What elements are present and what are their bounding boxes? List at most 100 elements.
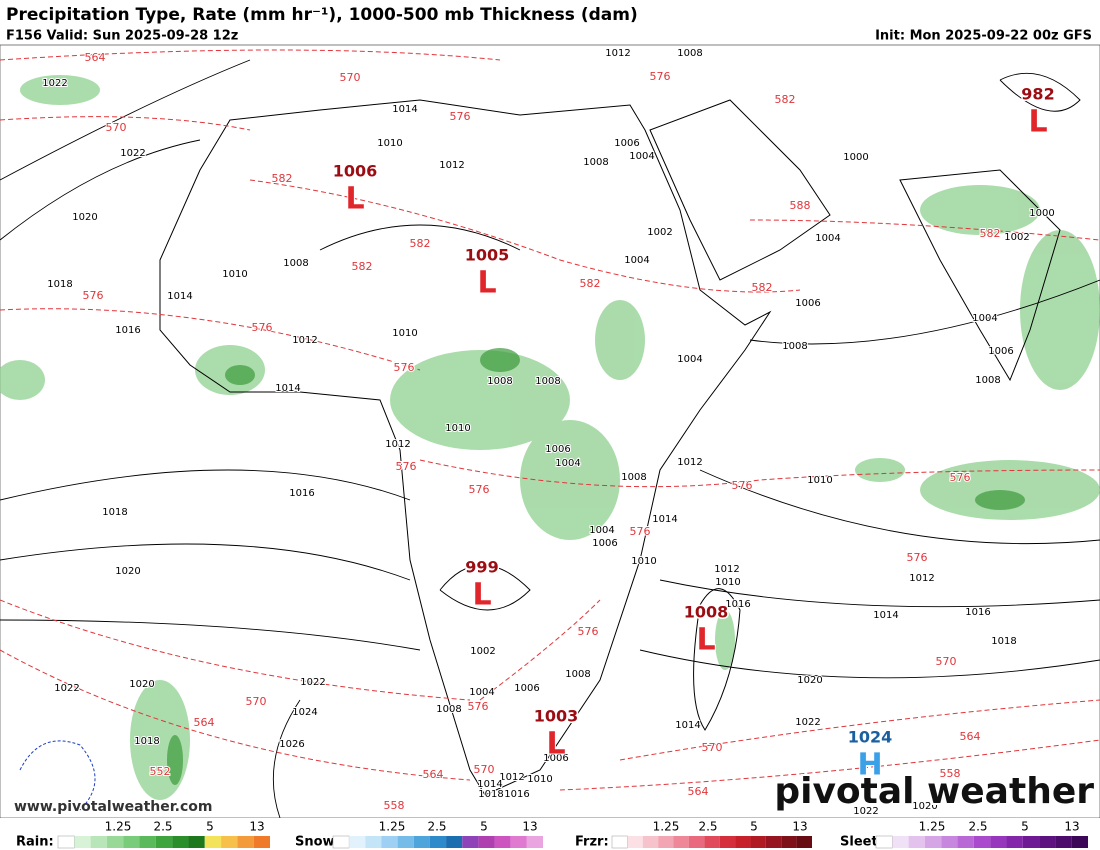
legend-tick: 1.25 bbox=[105, 820, 132, 834]
pressure-symbol: L bbox=[345, 182, 364, 217]
watermark: www.pivotalweather.com bbox=[14, 799, 213, 815]
isobar-label: 1002 bbox=[1004, 232, 1029, 243]
legend-swatch bbox=[704, 836, 720, 848]
legend-swatch bbox=[781, 836, 797, 848]
pressure-symbol: L bbox=[1028, 105, 1047, 140]
legend-swatch bbox=[123, 836, 140, 848]
legend-tick: 1.25 bbox=[919, 820, 946, 834]
pressure-symbol: L bbox=[477, 266, 496, 301]
thickness-label: 576 bbox=[468, 700, 489, 713]
thickness-label: 576 bbox=[83, 289, 104, 302]
thickness-label: 570 bbox=[936, 655, 957, 668]
isobar-label: 1012 bbox=[714, 564, 739, 575]
pressure-symbol: L bbox=[696, 623, 715, 658]
legend-swatch bbox=[413, 836, 430, 848]
thickness-label: 570 bbox=[702, 741, 723, 754]
isobar-label: 1018 bbox=[47, 279, 72, 290]
thickness-label: 582 bbox=[410, 237, 431, 250]
pressure-value: 982 bbox=[1021, 85, 1054, 104]
precip-areas bbox=[0, 75, 1100, 800]
isobar-label: 1020 bbox=[72, 212, 97, 223]
legend-swatch bbox=[188, 836, 205, 848]
thickness-label: 576 bbox=[394, 361, 415, 374]
isobar-label: 1014 bbox=[477, 779, 502, 790]
isobar-label: 1020 bbox=[912, 801, 937, 812]
title: Precipitation Type, Rate (mm hr⁻¹), 1000… bbox=[6, 5, 638, 25]
thickness-label: 582 bbox=[752, 281, 773, 294]
legend-swatch bbox=[74, 836, 91, 848]
isobar-label: 1006 bbox=[545, 444, 570, 455]
isobar-label: 1012 bbox=[677, 457, 702, 468]
thickness-label: 564 bbox=[194, 716, 215, 729]
legend-tick: 13 bbox=[249, 820, 264, 834]
legend-swatch bbox=[526, 836, 543, 848]
legend-swatch bbox=[892, 836, 909, 848]
isobar-label: 1010 bbox=[631, 556, 656, 567]
isobar-label: 1026 bbox=[279, 739, 304, 750]
isobar-label: 1006 bbox=[592, 538, 617, 549]
legend-swatch bbox=[765, 836, 782, 848]
isobar-label: 1016 bbox=[725, 599, 750, 610]
legend-swatch bbox=[139, 836, 156, 848]
legend-swatch bbox=[1055, 836, 1072, 848]
legend-swatch bbox=[57, 835, 75, 849]
thickness-label: 576 bbox=[950, 471, 971, 484]
legend-swatch bbox=[90, 836, 107, 848]
pressure-value: 1008 bbox=[684, 603, 729, 622]
isobar-label: 1000 bbox=[843, 152, 868, 163]
isobar-label: 1010 bbox=[392, 328, 417, 339]
legend-swatch bbox=[1071, 836, 1088, 848]
isobar-label: 1006 bbox=[514, 683, 539, 694]
isobar-label: 1010 bbox=[377, 138, 402, 149]
legend-swatch bbox=[365, 836, 382, 848]
legend-swatch bbox=[172, 836, 189, 848]
legend-tick: 13 bbox=[1064, 820, 1079, 834]
legend-swatch bbox=[397, 836, 414, 848]
isobar-label: 1004 bbox=[677, 354, 702, 365]
isobar-label: 1002 bbox=[647, 227, 672, 238]
isobar-label: 1018 bbox=[134, 736, 159, 747]
legend-name: Rain: bbox=[16, 835, 54, 850]
map: 1022 1022 1020 1018 1016 1010 1014 1008 1012 1010… bbox=[0, 44, 1100, 819]
isobar-label: 1004 bbox=[624, 255, 649, 266]
isobar-label: 1010 bbox=[445, 423, 470, 434]
legend-swatch bbox=[106, 836, 124, 848]
legend-swatch bbox=[237, 836, 254, 848]
isobar-label: 1008 bbox=[677, 48, 702, 59]
thickness-label: 582 bbox=[352, 260, 373, 273]
isobar-label: 1022 bbox=[42, 78, 67, 89]
isobar-label: 1010 bbox=[807, 475, 832, 486]
isobar-label: 1014 bbox=[873, 610, 898, 621]
legend-swatch bbox=[875, 835, 893, 849]
isobar-label: 1018 bbox=[991, 636, 1016, 647]
isobar-label: 1012 bbox=[605, 48, 630, 59]
legend-tick: 13 bbox=[522, 820, 537, 834]
isobar-label: 1022 bbox=[54, 683, 79, 694]
coastlines bbox=[159, 99, 1061, 796]
legend-swatch bbox=[332, 835, 350, 849]
logo: pivotal weather bbox=[774, 771, 1094, 812]
thickness-label: 564 bbox=[85, 51, 106, 64]
thickness-label: 582 bbox=[980, 227, 1001, 240]
legend-swatch bbox=[478, 836, 495, 848]
isobar-label: 1014 bbox=[275, 383, 300, 394]
legend-swatch bbox=[494, 836, 511, 848]
isobar-label: 1022 bbox=[853, 806, 878, 817]
thickness-label: 576 bbox=[578, 625, 599, 638]
thickness-label: 558 bbox=[384, 799, 405, 812]
legend-swatch bbox=[462, 836, 479, 848]
legend-swatch bbox=[253, 836, 270, 848]
isobar-label: 1010 bbox=[222, 269, 247, 280]
isobar-label: 1014 bbox=[167, 291, 192, 302]
isobar-label: 1020 bbox=[129, 679, 154, 690]
legend-tick: 1.25 bbox=[379, 820, 406, 834]
legend-tick: 5 bbox=[1021, 820, 1029, 834]
legend-swatch bbox=[673, 836, 689, 848]
thickness-label: 576 bbox=[732, 479, 753, 492]
isobar-label: 1004 bbox=[555, 458, 580, 469]
isobar-label: 1004 bbox=[972, 313, 997, 324]
legend-swatch bbox=[957, 836, 974, 848]
isobar-label: 1016 bbox=[504, 789, 529, 800]
pressure-value: 1005 bbox=[465, 246, 510, 265]
isobar-label: 1012 bbox=[292, 335, 317, 346]
